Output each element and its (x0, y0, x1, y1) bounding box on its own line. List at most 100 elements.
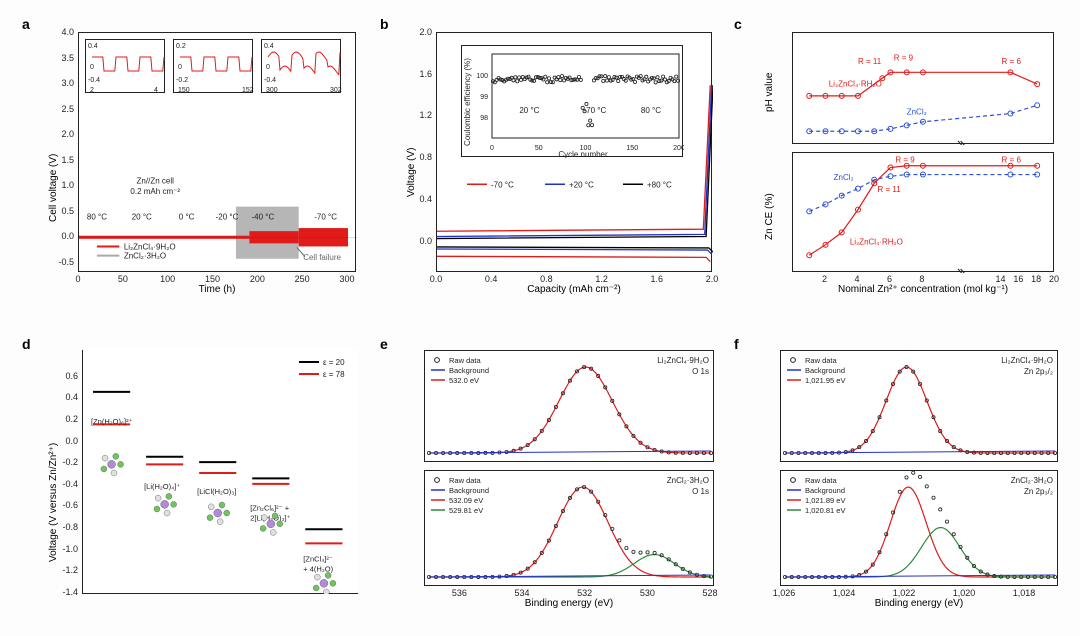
svg-text:-0.2: -0.2 (176, 77, 188, 84)
panel-f-xlabel: Binding energy (eV) (780, 598, 1058, 609)
svg-text:ZnCl₂: ZnCl₂ (834, 173, 854, 182)
panel-label-e: e (380, 336, 388, 352)
svg-text:R = 11: R = 11 (877, 185, 901, 194)
panel-a-inset-3: 3003020.4-0.40 (261, 39, 341, 93)
panel-c: Li₂ZnCl₄·RH₂OZnCl₂R = 11R = 9R = 62468 Z… (752, 22, 1064, 312)
svg-text:+20 °C: +20 °C (569, 180, 594, 189)
svg-text:R = 9: R = 9 (895, 155, 915, 164)
svg-text:R = 9: R = 9 (894, 54, 914, 63)
svg-text:ZnCl₂·3H₂O: ZnCl₂·3H₂O (667, 476, 709, 485)
svg-text:Cycle number: Cycle number (558, 150, 608, 158)
svg-text:Coulombic efficiency (%): Coulombic efficiency (%) (463, 58, 472, 146)
svg-text:0: 0 (266, 64, 270, 71)
svg-text:Li₂ZnCl₄·RH₂O: Li₂ZnCl₄·RH₂O (850, 238, 903, 247)
svg-text:Background: Background (449, 486, 489, 495)
panel-c-xlabel: Nominal Zn²⁺ concentration (mol kg⁻¹) (792, 284, 1054, 295)
svg-text:532.09 eV: 532.09 eV (449, 496, 483, 505)
svg-text:80 °C: 80 °C (87, 212, 107, 221)
svg-text:Li₂ZnCl₄·9H₂O: Li₂ZnCl₄·9H₂O (1001, 356, 1053, 365)
svg-text:98: 98 (480, 115, 488, 122)
svg-text:150: 150 (178, 87, 190, 94)
panel-label-f: f (734, 336, 739, 352)
panel-label-b: b (380, 16, 389, 32)
svg-text:[ZnCl₄]²⁻: [ZnCl₄]²⁻ (303, 554, 333, 563)
svg-text:300: 300 (266, 87, 278, 94)
panel-d-plot: [Zn(H₂O)₆]²⁺ [Li(H₂O)₄]⁺ [LiCl(H₂O)₃] [Zn₂C… (82, 350, 358, 594)
svg-text:-70 °C: -70 °C (491, 180, 514, 189)
svg-text:Cell failure: Cell failure (303, 253, 341, 262)
svg-text:Zn 2p₃/₂: Zn 2p₃/₂ (1024, 367, 1053, 376)
panel-d: [Zn(H₂O)₆]²⁺ [Li(H₂O)₄]⁺ [LiCl(H₂O)₃] [Zn₂C… (38, 342, 368, 624)
panel-a: 80 °C 20 °C 0 °C -20 °C -40 °C -70 °C Cell fai… (38, 22, 368, 312)
svg-text:Raw data: Raw data (449, 476, 482, 485)
panel-f-top: Raw dataBackground1,021.95 eV Li₂ZnCl₄·9H… (780, 350, 1058, 462)
panel-a-xlabel: Time (h) (78, 284, 356, 295)
svg-text:[Li(H₂O)₄]⁺: [Li(H₂O)₄]⁺ (144, 482, 180, 491)
panel-a-inset-2: 150 152 0.2 -0.2 0 (173, 39, 253, 93)
svg-text:0: 0 (90, 64, 94, 71)
panel-label-d: d (22, 336, 31, 352)
panel-e-xlabel: Binding energy (eV) (424, 598, 714, 609)
panel-c-top-ylabel: pH value (764, 73, 775, 112)
svg-text:529.81 eV: 529.81 eV (449, 506, 483, 515)
svg-text:-0.4: -0.4 (264, 77, 276, 84)
svg-text:-40 °C: -40 °C (251, 212, 274, 221)
svg-text:1,021.95 eV: 1,021.95 eV (805, 376, 845, 385)
svg-text:Raw data: Raw data (449, 356, 482, 365)
svg-text:1,020.81 eV: 1,020.81 eV (805, 506, 845, 515)
svg-text:+80 °C: +80 °C (647, 180, 672, 189)
svg-text:Li₂ZnCl₄·9H₂O: Li₂ZnCl₄·9H₂O (124, 242, 176, 251)
svg-text:Raw data: Raw data (805, 476, 838, 485)
svg-text:Zn 2p₃/₂: Zn 2p₃/₂ (1024, 487, 1053, 496)
panel-e-bottom: Raw dataBackground532.09 eV529.81 eV ZnCl… (424, 470, 714, 586)
svg-text:0.4: 0.4 (264, 43, 274, 50)
panel-b-inset: 050100150200989910020 °C-70 °C80 °CCycle… (461, 45, 683, 157)
svg-text:Background: Background (805, 486, 845, 495)
svg-text:ε = 20: ε = 20 (323, 358, 345, 367)
panel-c-bottom: ZnCl₂R = 11R = 9R = 6Li₂ZnCl₄·RH₂O406080… (792, 152, 1054, 272)
panel-e: Raw dataBackground532.0 eVLi₂ZnCl₄·9H₂OO… (396, 342, 722, 624)
svg-text:20 °C: 20 °C (132, 212, 152, 221)
svg-text:Background: Background (805, 366, 845, 375)
svg-text:0 °C: 0 °C (179, 212, 195, 221)
svg-text:[Zn₂Cl₆]²⁻ +: [Zn₂Cl₆]²⁻ + (250, 503, 289, 512)
svg-text:0.2: 0.2 (176, 43, 186, 50)
svg-text:20 °C: 20 °C (519, 106, 539, 115)
panel-c-top: Li₂ZnCl₄·RH₂OZnCl₂R = 11R = 9R = 62468 (792, 32, 1054, 144)
svg-text:[Zn(H₂O)₆]²⁺: [Zn(H₂O)₆]²⁺ (91, 417, 133, 426)
svg-text:-0.4: -0.4 (88, 77, 100, 84)
svg-text:0.4: 0.4 (88, 43, 98, 50)
svg-text:-70 °C: -70 °C (583, 106, 606, 115)
svg-text:Raw data: Raw data (805, 356, 838, 365)
panel-e-top: Raw dataBackground532.0 eVLi₂ZnCl₄·9H₂OO… (424, 350, 714, 462)
panel-f: Raw dataBackground1,021.95 eVLi₂ZnCl₄·9H… (752, 342, 1064, 624)
svg-text:ZnCl₂: ZnCl₂ (907, 108, 927, 117)
panel-b: -70 °C+20 °C+80 °C 050100150200989910020… (396, 22, 722, 312)
svg-text:0: 0 (178, 64, 182, 71)
panel-a-plot: 80 °C 20 °C 0 °C -20 °C -40 °C -70 °C Cell fai… (78, 32, 356, 272)
svg-text:4: 4 (154, 87, 158, 94)
svg-text:0: 0 (490, 145, 494, 152)
svg-text:R = 6: R = 6 (1002, 155, 1022, 164)
svg-text:Li₂ZnCl₄·RH₂O: Li₂ZnCl₄·RH₂O (829, 79, 882, 88)
svg-text:O 1s: O 1s (692, 367, 709, 376)
svg-text:+ 4(H₂O): + 4(H₂O) (303, 564, 333, 573)
svg-text:50: 50 (535, 145, 543, 152)
svg-text:ε = 78: ε = 78 (323, 370, 345, 379)
svg-text:-20 °C: -20 °C (216, 212, 239, 221)
panel-label-a: a (22, 16, 30, 32)
svg-text:152: 152 (242, 87, 254, 94)
svg-text:Background: Background (449, 366, 489, 375)
svg-text:150: 150 (626, 145, 638, 152)
svg-text:R = 6: R = 6 (1002, 57, 1022, 66)
panel-b-xlabel: Capacity (mAh cm⁻²) (436, 284, 712, 295)
svg-text:Zn//Zn cell: Zn//Zn cell (137, 177, 175, 186)
svg-text:2: 2 (90, 87, 94, 94)
svg-text:-70 °C: -70 °C (314, 212, 337, 221)
svg-text:532.0 eV: 532.0 eV (449, 376, 479, 385)
svg-text:99: 99 (480, 94, 488, 101)
svg-text:200: 200 (673, 145, 684, 152)
panel-b-plot: -70 °C+20 °C+80 °C 050100150200989910020… (436, 32, 712, 272)
svg-text:[LiCl(H₂O)₃]: [LiCl(H₂O)₃] (197, 487, 236, 496)
svg-text:1,021.89 eV: 1,021.89 eV (805, 496, 845, 505)
